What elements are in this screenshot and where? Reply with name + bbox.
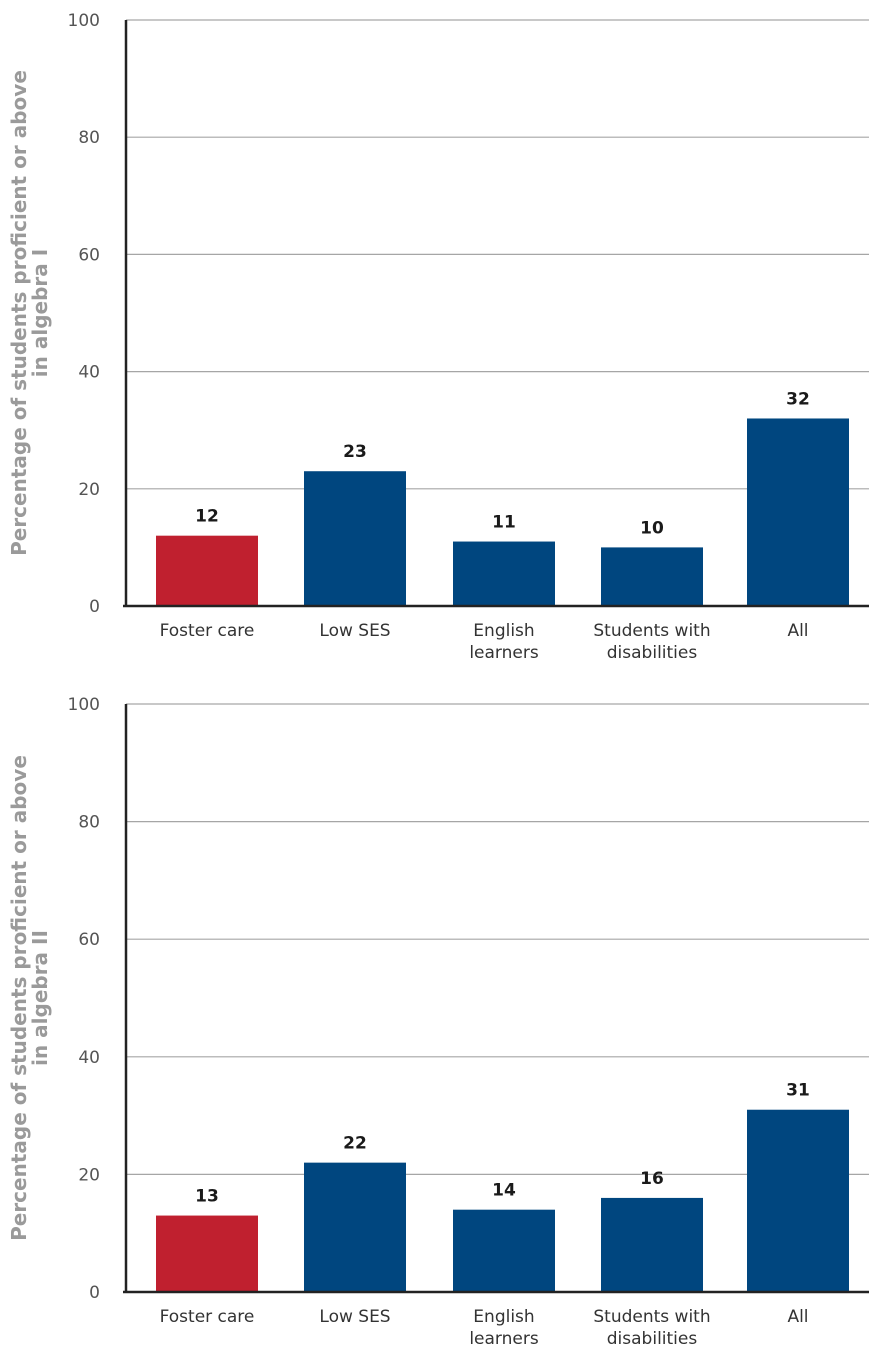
algebra-ii-data-label: 22 [343, 1134, 367, 1154]
algebra-i-category-label: Students with disabilities [593, 621, 710, 663]
algebra-ii-category-label: Low SES [319, 1307, 390, 1327]
algebra-ii-y-tick-label: 60 [78, 930, 100, 950]
algebra-i-y-tick-label: 100 [68, 11, 100, 31]
algebra-ii-chart: 0 20 40 60 80 100 13 22 14 16 31 Foster care Low SES… [0, 685, 873, 1357]
algebra-i-data-label: 12 [195, 507, 219, 527]
algebra-ii-y-tick-label: 100 [68, 695, 100, 715]
algebra-i-data-label: 32 [786, 389, 810, 409]
algebra-ii-bar [304, 1162, 406, 1292]
algebra-ii-y-tick-label: 80 [78, 813, 100, 833]
algebra-i-y-tick-label: 0 [89, 597, 100, 617]
algebra-ii-data-label: 14 [492, 1181, 516, 1201]
algebra-i-bar [601, 547, 703, 606]
algebra-i-category-label: Low SES [319, 621, 390, 641]
algebra-ii-y-tick-label: 20 [78, 1165, 100, 1185]
algebra-i-y-tick-label: 60 [78, 245, 100, 265]
algebra-ii-bar [747, 1109, 849, 1292]
algebra-i-bar [304, 471, 406, 606]
algebra-ii-bar [453, 1209, 555, 1292]
algebra-i-data-label: 23 [343, 442, 367, 462]
algebra-i-category-label: All [787, 621, 808, 641]
algebra-i-data-label: 10 [640, 518, 664, 538]
algebra-i-category-label: Foster care [160, 621, 255, 641]
algebra-i-bar [747, 418, 849, 606]
algebra-ii-category-label: Foster care [160, 1307, 255, 1327]
algebra-i-y-axis-title: Percentage of students proficient or abo… [7, 70, 52, 556]
algebra-i-y-tick-label: 20 [78, 480, 100, 500]
algebra-ii-data-label: 16 [640, 1169, 664, 1189]
algebra-ii-bar [601, 1197, 703, 1292]
algebra-ii-category-label: Students with disabilities [593, 1307, 710, 1349]
algebra-ii-bar [156, 1215, 258, 1292]
algebra-i-category-label: English learners [469, 621, 539, 663]
algebra-ii-y-tick-label: 0 [89, 1283, 100, 1303]
algebra-ii-data-label: 13 [195, 1187, 219, 1207]
algebra-i-y-tick-label: 40 [78, 363, 100, 383]
algebra-ii-category-label: English learners [469, 1307, 539, 1349]
algebra-ii-y-axis-title: Percentage of students proficient or abo… [7, 755, 52, 1241]
algebra-ii-data-label: 31 [786, 1081, 810, 1101]
algebra-i-bar [453, 541, 555, 606]
algebra-i-chart: 0 20 40 60 80 100 12 23 11 10 32 Foster care Low SES… [7, 11, 869, 663]
algebra-i-y-tick-label: 80 [78, 128, 100, 148]
algebra-ii-chart-svg: 0 20 40 60 80 100 13 22 14 16 31 Foster care Low SES… [7, 695, 869, 1349]
algebra-i-bar [156, 535, 258, 606]
algebra-i-chart-svg: 0 20 40 60 80 100 12 23 11 10 32 Foster care Low SES… [7, 11, 869, 663]
algebra-i-data-label: 11 [492, 513, 516, 533]
algebra-ii-y-tick-label: 40 [78, 1048, 100, 1068]
algebra-ii-category-label: All [787, 1307, 808, 1327]
